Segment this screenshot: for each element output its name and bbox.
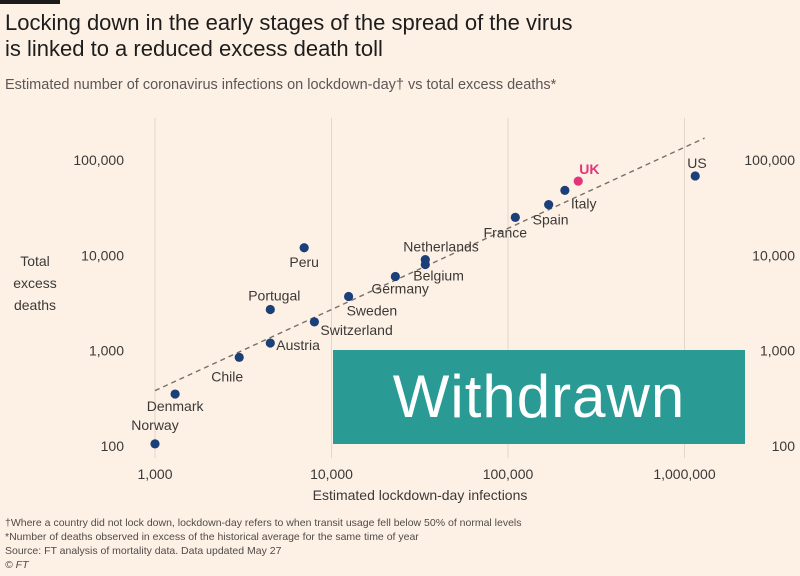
point-spain [544, 200, 554, 210]
point-switzerland [309, 317, 319, 327]
label-norway: Norway [131, 417, 178, 433]
label-belgium: Belgium [413, 268, 464, 284]
label-portugal: Portugal [248, 287, 300, 303]
y-tick-label-right: 1,000 [760, 343, 795, 359]
label-france: France [484, 224, 528, 240]
label-denmark: Denmark [147, 398, 205, 414]
label-uk: UK [579, 161, 599, 177]
label-peru: Peru [289, 254, 319, 270]
label-germany: Germany [371, 280, 429, 296]
point-portugal [265, 304, 275, 315]
y-tick-label-left: 100 [101, 438, 125, 454]
x-tick-label: 10,000 [310, 466, 353, 482]
y-tick-label-left: 1,000 [89, 343, 124, 359]
trend-line [154, 137, 705, 392]
point-norway [150, 439, 160, 449]
point-denmark [170, 389, 180, 399]
label-italy: Italy [571, 195, 597, 211]
y-axis-title-line: excess [13, 275, 57, 291]
withdrawn-banner: Withdrawn [333, 350, 745, 444]
x-tick-label: 100,000 [483, 466, 534, 482]
title-line-2: is linked to a reduced excess death toll [5, 36, 383, 61]
chart-title: Locking down in the early stages of the … [5, 10, 765, 62]
y-axis-title-line: deaths [14, 297, 56, 313]
point-sweden [344, 291, 354, 302]
y-axis-title: Total excess deaths [13, 253, 57, 313]
point-labels: Norway Denmark Chile Austria Portugal Switzer… [131, 155, 706, 433]
y-tick-label-right: 100 [772, 438, 796, 454]
axis-ticks: 1,000 10,000 100,000 1,000,000 100 100 1,000 1,… [73, 152, 795, 482]
y-tick-label-left: 100,000 [73, 152, 124, 168]
data-points [150, 171, 700, 449]
trend-line-group [154, 137, 705, 392]
title-line-1: Locking down in the early stages of the … [5, 10, 573, 35]
y-tick-label-right: 10,000 [752, 247, 795, 263]
point-netherlands [420, 255, 430, 265]
point-peru [299, 243, 309, 253]
point-france [510, 212, 520, 222]
top-rule [0, 0, 60, 4]
scatter-chart: Norway Denmark Chile Austria Portugal Switzer… [13, 118, 795, 503]
point-chile [234, 352, 244, 362]
y-tick-label-right: 100,000 [744, 152, 795, 168]
footnote-star: *Number of deaths observed in excess of … [5, 531, 419, 543]
point-germany [390, 271, 400, 282]
label-us: US [687, 155, 706, 171]
label-chile: Chile [211, 368, 243, 384]
x-axis-title: Estimated lockdown-day infections [313, 487, 528, 503]
footnote-source: Source: FT analysis of mortality data. D… [5, 545, 282, 557]
point-italy [560, 185, 570, 195]
label-austria: Austria [276, 337, 320, 353]
x-tick-label: 1,000 [137, 466, 172, 482]
point-uk [573, 176, 583, 186]
y-tick-label-left: 10,000 [81, 247, 124, 263]
point-us [690, 171, 700, 181]
point-austria [265, 338, 275, 348]
label-spain: Spain [533, 212, 569, 228]
y-axis-title-line: Total [20, 253, 50, 269]
label-switzerland: Switzerland [320, 322, 392, 338]
footnote-dagger: †Where a country did not lock down, lock… [5, 517, 522, 529]
x-tick-label: 1,000,000 [653, 466, 715, 482]
label-netherlands: Netherlands [403, 239, 479, 255]
chart-subtitle: Estimated number of coronavirus infectio… [5, 77, 557, 93]
label-sweden: Sweden [347, 302, 398, 318]
footnote-credit: © FT [5, 559, 29, 571]
